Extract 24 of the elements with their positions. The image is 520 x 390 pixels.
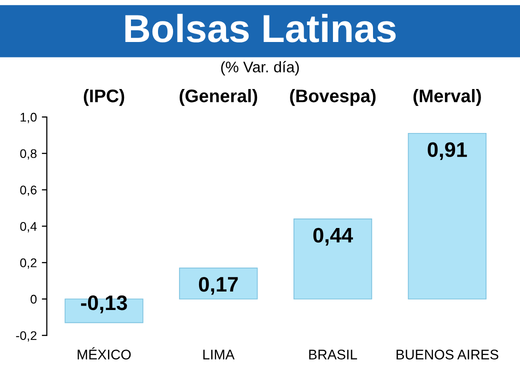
data-label: 0,91 <box>428 142 467 160</box>
chart-subtitle: (% Var. día) <box>221 61 299 76</box>
y-tick-label: 1,0 <box>20 112 37 124</box>
text: (Merval) <box>413 89 481 106</box>
bar <box>293 218 372 300</box>
bar <box>408 132 487 300</box>
chart-title: Bolsas Latinas <box>125 14 396 42</box>
x-tick-label: BUENOS AIRES <box>396 350 498 360</box>
y-tick-label: 0,8 <box>20 149 37 160</box>
y-tick-label: 0,4 <box>20 222 37 232</box>
x-tick-label: LIMA <box>203 350 235 360</box>
x-tick-label: BRASIL <box>309 350 358 360</box>
y-tick-label: 0 <box>30 294 37 304</box>
data-label: 0,17 <box>198 276 238 295</box>
x-tick-label: MÉXICO <box>78 347 131 360</box>
y-tick-label: 0,6 <box>20 186 37 196</box>
text: (IPC) <box>84 89 124 106</box>
bar <box>179 268 258 300</box>
text: (General) <box>180 89 258 106</box>
text: (Bovespa) <box>290 89 376 106</box>
data-label: -0,13 <box>81 295 127 314</box>
y-tick-label: -0,2 <box>16 331 36 342</box>
data-label: 0,44 <box>313 228 353 246</box>
y-tick-label: 0,2 <box>20 258 36 269</box>
